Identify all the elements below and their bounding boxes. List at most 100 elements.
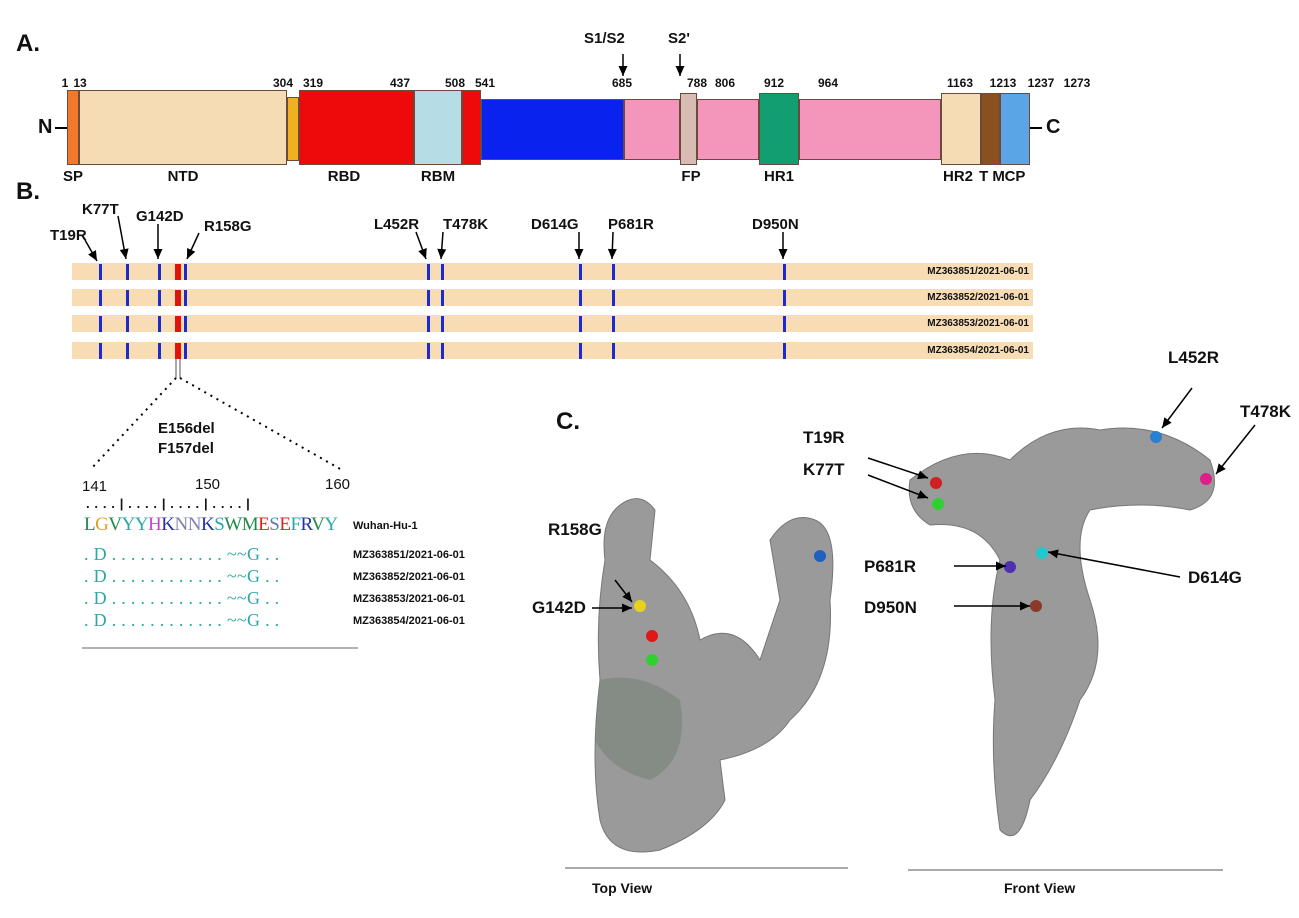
sequence-track: MZ363854/2021-06-01: [72, 342, 1033, 359]
domain-fp: [680, 93, 697, 165]
residue: R: [300, 514, 312, 535]
top-view-caption: Top View: [592, 880, 653, 896]
domain-rbm: [414, 90, 462, 165]
ruler-160: 160: [325, 476, 351, 493]
mutation-label-g142d: G142D: [136, 208, 184, 225]
mutation-arrow-head: [119, 248, 129, 259]
sequence-accession: MZ363852/2021-06-01: [927, 292, 1029, 303]
s2prime-arrow-head: [675, 66, 685, 76]
substitution-mark: [612, 264, 615, 280]
mutation-arrow-head: [574, 249, 584, 259]
mutation-site: [1150, 431, 1162, 443]
residue: G: [95, 514, 109, 535]
mutation-arrow-head: [88, 250, 97, 261]
sequence-track: MZ363851/2021-06-01: [72, 263, 1033, 280]
top-view-structure: [594, 498, 834, 853]
mutation-arrow-head: [153, 249, 163, 259]
residue-position: 541: [474, 76, 496, 90]
mutation-site: [814, 550, 826, 562]
domain-label: NTD: [167, 168, 199, 185]
mutation-arrow-head: [418, 248, 427, 259]
mutation-label-k77t: K77T: [82, 201, 119, 218]
substitution-mark: [441, 264, 444, 280]
structure-label: G142D: [532, 598, 586, 617]
substitution-mark: [99, 290, 102, 306]
domain-linker: [624, 99, 680, 160]
substitution-mark: [441, 316, 444, 332]
mutation-site: [634, 600, 646, 612]
domain-label: RBM: [420, 168, 456, 185]
substitution-mark: [99, 264, 102, 280]
deletion-mark: [175, 264, 181, 280]
structure-label: L452R: [1168, 348, 1220, 367]
mutation-site: [932, 498, 944, 510]
s1s2-arrow-head: [618, 66, 628, 76]
residue-position: 1213: [989, 76, 1017, 90]
structure-arrow-shaft: [867, 457, 929, 479]
front-view-caption: Front View: [1004, 880, 1076, 896]
residue: Y: [134, 514, 149, 535]
residue: V: [108, 514, 122, 535]
domain-hr2: [941, 93, 981, 165]
sequence-track: MZ363852/2021-06-01: [72, 289, 1033, 306]
structure-label: D950N: [864, 598, 917, 617]
variant-name: MZ363853/2021-06-01: [353, 593, 465, 605]
structure-arrow-shaft: [1047, 551, 1181, 578]
panel-c-label: C.: [556, 408, 580, 435]
top-view-shadow: [595, 677, 682, 780]
domain-ntd: [79, 90, 287, 165]
substitution-mark: [427, 264, 430, 280]
mutation-label-d950n: D950N: [752, 216, 799, 233]
domain-label: T M: [979, 168, 1005, 185]
substitution-mark: [579, 343, 582, 359]
domain-rbd: [299, 90, 414, 165]
substitution-mark: [612, 316, 615, 332]
structure-arrow-head: [622, 591, 632, 602]
residue: K: [200, 514, 215, 535]
substitution-mark: [783, 343, 786, 359]
mutation-arrow-head: [437, 248, 447, 259]
substitution-mark: [783, 264, 786, 280]
variant-sequence: . D . . . . . . . . . . . . ~~G . .: [84, 588, 280, 608]
domain-linker: [287, 97, 299, 161]
substitution-mark: [184, 290, 187, 306]
domain-label: HR1: [763, 168, 795, 185]
zoom-dotted-line: [179, 377, 343, 471]
substitution-mark: [579, 264, 582, 280]
structure-arrow-head: [917, 490, 928, 499]
substitution-mark: [184, 343, 187, 359]
sequence-accession: MZ363851/2021-06-01: [927, 266, 1029, 277]
cleavage-s1s2-label: S1/S2: [584, 30, 625, 47]
mutation-site: [930, 477, 942, 489]
substitution-mark: [99, 316, 102, 332]
c-terminus: C: [1046, 116, 1061, 138]
residue: F: [290, 514, 301, 535]
residue-position: 1237: [1027, 76, 1055, 90]
domain-linker: [697, 99, 759, 160]
residue-position: 912: [763, 76, 785, 90]
substitution-mark: [612, 290, 615, 306]
mutation-label-r158g: R158G: [204, 218, 252, 235]
variant-sequence: . D . . . . . . . . . . . . ~~G . .: [84, 544, 280, 564]
n-terminus: N: [38, 116, 53, 138]
structure-arrow-head: [917, 470, 928, 480]
structure-label: R158G: [548, 520, 602, 539]
residue-position: 685: [611, 76, 633, 90]
mutation-label-l452r: L452R: [374, 216, 420, 233]
reference-name: Wuhan-Hu-1: [353, 520, 418, 532]
residue-position: 788: [686, 76, 708, 90]
residue-position: 1163: [946, 76, 974, 90]
domain-label: SP: [62, 168, 84, 185]
panel-b-label: B.: [16, 178, 40, 205]
substitution-mark: [184, 264, 187, 280]
panel-a-label: A.: [16, 30, 40, 57]
substitution-mark: [126, 343, 129, 359]
mutation-label-t19r: T19R: [50, 227, 87, 244]
substitution-mark: [158, 343, 161, 359]
domain-linker: [462, 90, 481, 165]
residue: M: [241, 514, 259, 535]
residue: Y: [121, 514, 136, 535]
structure-arrow-head: [622, 603, 632, 613]
structure-arrow-head: [996, 561, 1006, 571]
